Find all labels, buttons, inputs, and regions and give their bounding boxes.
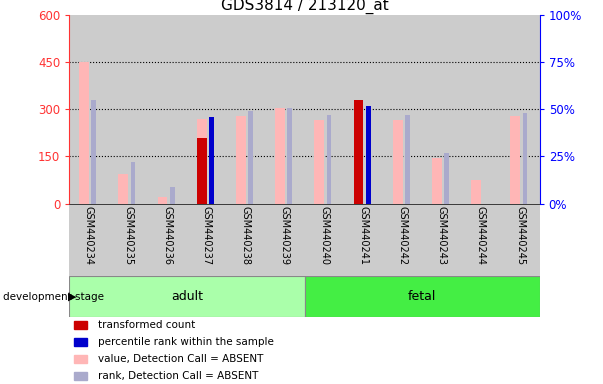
Text: GSM440245: GSM440245 [515, 206, 525, 265]
FancyBboxPatch shape [305, 276, 540, 317]
Bar [305, 15, 344, 204]
Text: GSM440238: GSM440238 [241, 206, 251, 265]
Bar [157, 197, 168, 204]
Text: transformed count: transformed count [98, 320, 195, 330]
Bar [69, 204, 109, 276]
Bar [461, 15, 500, 204]
Bar [500, 15, 540, 204]
Text: fetal: fetal [408, 290, 437, 303]
Bar [327, 115, 332, 204]
Bar [444, 153, 449, 204]
Text: GSM440234: GSM440234 [84, 206, 94, 265]
Bar [422, 15, 461, 204]
Bar [226, 204, 265, 276]
Bar [523, 113, 528, 204]
Bar [265, 15, 305, 204]
Text: GSM440243: GSM440243 [437, 206, 447, 265]
Text: GSM440237: GSM440237 [201, 206, 212, 265]
Bar [353, 100, 363, 204]
Bar [236, 116, 246, 204]
Text: GSM440240: GSM440240 [319, 206, 329, 265]
Bar [275, 108, 285, 204]
Title: GDS3814 / 213120_at: GDS3814 / 213120_at [221, 0, 388, 14]
Bar [344, 15, 383, 204]
Text: adult: adult [171, 290, 203, 303]
Bar [500, 204, 540, 276]
Text: rank, Detection Call = ABSENT: rank, Detection Call = ABSENT [98, 371, 258, 381]
Bar [314, 121, 324, 204]
Bar [74, 372, 87, 380]
Bar [187, 15, 226, 204]
Bar [197, 119, 206, 204]
Bar [393, 121, 403, 204]
Text: GSM440239: GSM440239 [280, 206, 290, 265]
Bar [148, 15, 187, 204]
Bar [461, 204, 500, 276]
Bar [92, 100, 96, 204]
Text: GSM440235: GSM440235 [123, 206, 133, 265]
Bar [383, 204, 422, 276]
Text: ▶: ▶ [68, 291, 76, 302]
Bar [422, 204, 461, 276]
Bar [305, 204, 344, 276]
Text: GSM440244: GSM440244 [476, 206, 486, 265]
Bar [226, 15, 265, 204]
Bar [69, 15, 109, 204]
Bar [118, 174, 128, 204]
Bar [366, 106, 371, 204]
Bar [248, 111, 253, 204]
Text: percentile rank within the sample: percentile rank within the sample [98, 337, 274, 347]
FancyBboxPatch shape [69, 276, 305, 317]
Bar [510, 116, 520, 204]
Bar [471, 180, 481, 204]
Bar [109, 15, 148, 204]
Bar [209, 117, 214, 204]
Text: GSM440236: GSM440236 [162, 206, 172, 265]
Bar [187, 204, 226, 276]
Bar [74, 355, 87, 363]
Bar [74, 338, 87, 346]
Bar [432, 158, 441, 204]
Bar [148, 204, 187, 276]
Bar [197, 138, 206, 204]
Bar [79, 62, 89, 204]
Bar [265, 204, 305, 276]
Bar [288, 108, 292, 204]
Text: development stage: development stage [3, 291, 104, 302]
Bar [74, 321, 87, 329]
Text: GSM440241: GSM440241 [358, 206, 368, 265]
Bar [344, 204, 383, 276]
Text: value, Detection Call = ABSENT: value, Detection Call = ABSENT [98, 354, 264, 364]
Text: GSM440242: GSM440242 [397, 206, 408, 265]
Bar [405, 115, 410, 204]
Bar [383, 15, 422, 204]
Bar [109, 204, 148, 276]
Bar [131, 162, 136, 204]
Bar [170, 187, 175, 204]
